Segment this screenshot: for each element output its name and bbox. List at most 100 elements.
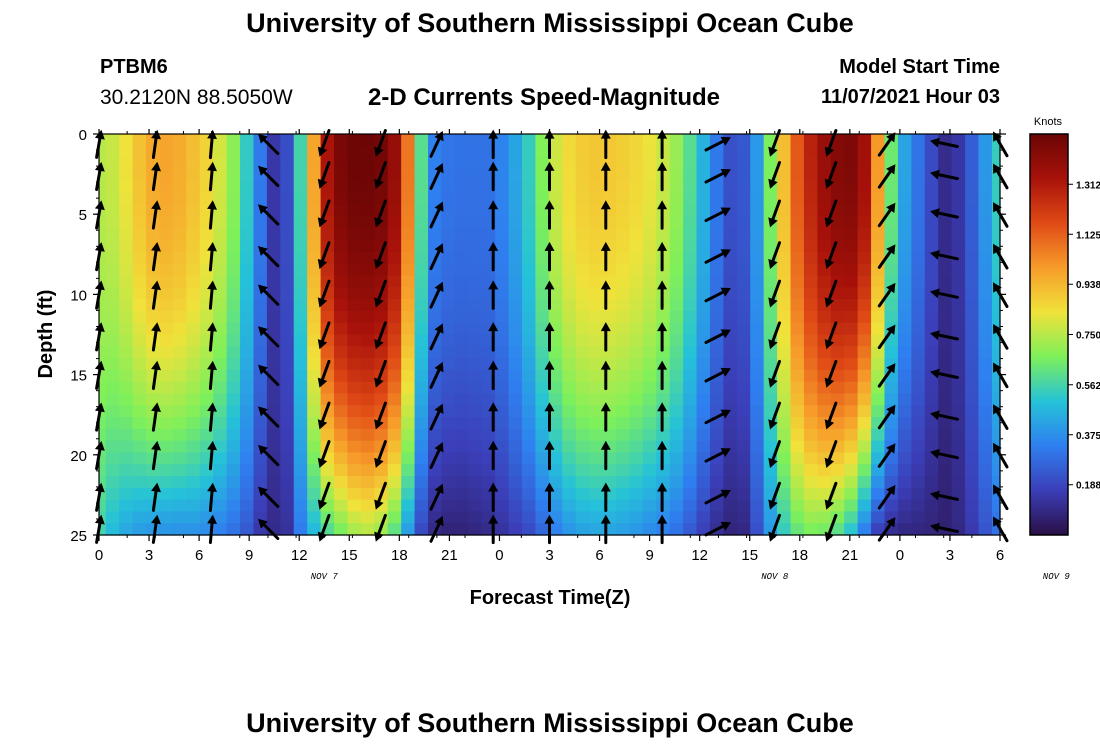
current-arrow xyxy=(657,161,668,192)
heat-cell xyxy=(965,275,980,288)
heat-cell xyxy=(884,381,899,395)
heat-cell xyxy=(750,334,765,347)
heat-cell xyxy=(132,464,147,477)
heat-cell xyxy=(790,334,805,347)
heat-cell xyxy=(213,523,228,536)
heat-cell xyxy=(428,393,443,406)
heat-cell xyxy=(535,157,550,170)
heat-cell xyxy=(387,134,402,147)
heat-cell xyxy=(266,275,281,288)
heat-cell xyxy=(790,464,805,477)
heat-cell xyxy=(99,511,107,524)
heat-cell xyxy=(293,452,308,465)
heat-cell xyxy=(736,499,751,513)
current-arrow xyxy=(993,442,1009,469)
heat-cell xyxy=(750,322,765,336)
heat-cell xyxy=(428,428,443,442)
current-arrow xyxy=(768,481,781,510)
heat-cell xyxy=(897,157,912,170)
heat-cell xyxy=(481,228,496,241)
heat-cell xyxy=(938,216,953,229)
heat-cell xyxy=(978,228,993,241)
heat-cell xyxy=(965,251,980,265)
heat-cell xyxy=(709,393,724,406)
heat-cell xyxy=(991,499,1001,513)
heat-cell xyxy=(951,369,966,383)
heat-cell xyxy=(548,464,563,477)
heat-cell xyxy=(522,511,537,524)
heat-cell xyxy=(951,452,966,465)
heat-cell xyxy=(468,428,483,442)
current-arrow xyxy=(993,163,1009,190)
heat-cell xyxy=(280,476,295,489)
heat-cell xyxy=(790,393,805,406)
heat-cell xyxy=(830,228,845,241)
current-arrow xyxy=(877,324,896,350)
heat-cell xyxy=(535,216,550,229)
heat-cell xyxy=(589,452,604,465)
heat-cell xyxy=(978,440,993,454)
heat-cell xyxy=(951,228,966,241)
heat-cell xyxy=(817,287,832,300)
heat-cell xyxy=(629,511,644,524)
heat-cell xyxy=(441,322,456,336)
heat-cell xyxy=(105,417,120,430)
heat-cell xyxy=(978,287,993,300)
heat-cell xyxy=(293,440,308,454)
heat-cell xyxy=(522,310,537,324)
heat-cell xyxy=(615,393,631,406)
heat-cell xyxy=(495,358,510,371)
heat-cell xyxy=(884,499,899,513)
heat-cell xyxy=(253,275,268,288)
heat-cell xyxy=(226,157,241,170)
current-arrow xyxy=(877,132,896,157)
heat-cell xyxy=(924,145,939,159)
heat-cell xyxy=(522,204,537,218)
heat-cell xyxy=(790,487,805,501)
heat-cell xyxy=(642,405,657,418)
heat-cell xyxy=(495,511,510,524)
heat-cell xyxy=(132,134,147,147)
current-arrow xyxy=(657,322,668,352)
heat-cell xyxy=(629,369,644,383)
heat-cell xyxy=(226,134,241,147)
heat-cell xyxy=(589,310,604,324)
heat-cell xyxy=(548,310,563,324)
heat-cell xyxy=(736,181,751,194)
heat-cell xyxy=(978,181,993,194)
current-arrow xyxy=(207,242,217,272)
heat-cell xyxy=(414,251,429,265)
heat-cell xyxy=(240,134,255,147)
heat-cell xyxy=(535,428,550,442)
heat-cell xyxy=(750,381,765,395)
heat-cell xyxy=(105,393,120,406)
heat-cell xyxy=(857,346,872,359)
heat-cell xyxy=(897,275,912,288)
current-arrow xyxy=(429,163,444,190)
current-arrow xyxy=(930,288,959,299)
heat-cell xyxy=(817,275,832,288)
heat-cell xyxy=(642,464,657,477)
heat-cell xyxy=(428,228,443,241)
heat-cell xyxy=(669,405,684,418)
heat-cell xyxy=(615,145,631,159)
heat-cell xyxy=(347,523,362,536)
heat-cell xyxy=(562,464,577,477)
heat-cell xyxy=(522,440,537,454)
heat-cell xyxy=(642,322,657,336)
heat-cell xyxy=(159,216,174,229)
heat-cell xyxy=(629,381,644,395)
heat-cell xyxy=(669,487,684,501)
heat-cell xyxy=(186,499,201,513)
heat-cell xyxy=(709,358,724,371)
heat-cell xyxy=(589,464,604,477)
heat-cell xyxy=(562,393,577,406)
heat-cell xyxy=(562,369,577,383)
heat-cell xyxy=(360,346,375,359)
heat-cell xyxy=(441,393,456,406)
heat-cell xyxy=(642,428,657,442)
heat-cell xyxy=(709,192,724,206)
heat-cell xyxy=(857,523,872,536)
heat-cell xyxy=(172,287,187,300)
heat-cell xyxy=(844,417,859,430)
